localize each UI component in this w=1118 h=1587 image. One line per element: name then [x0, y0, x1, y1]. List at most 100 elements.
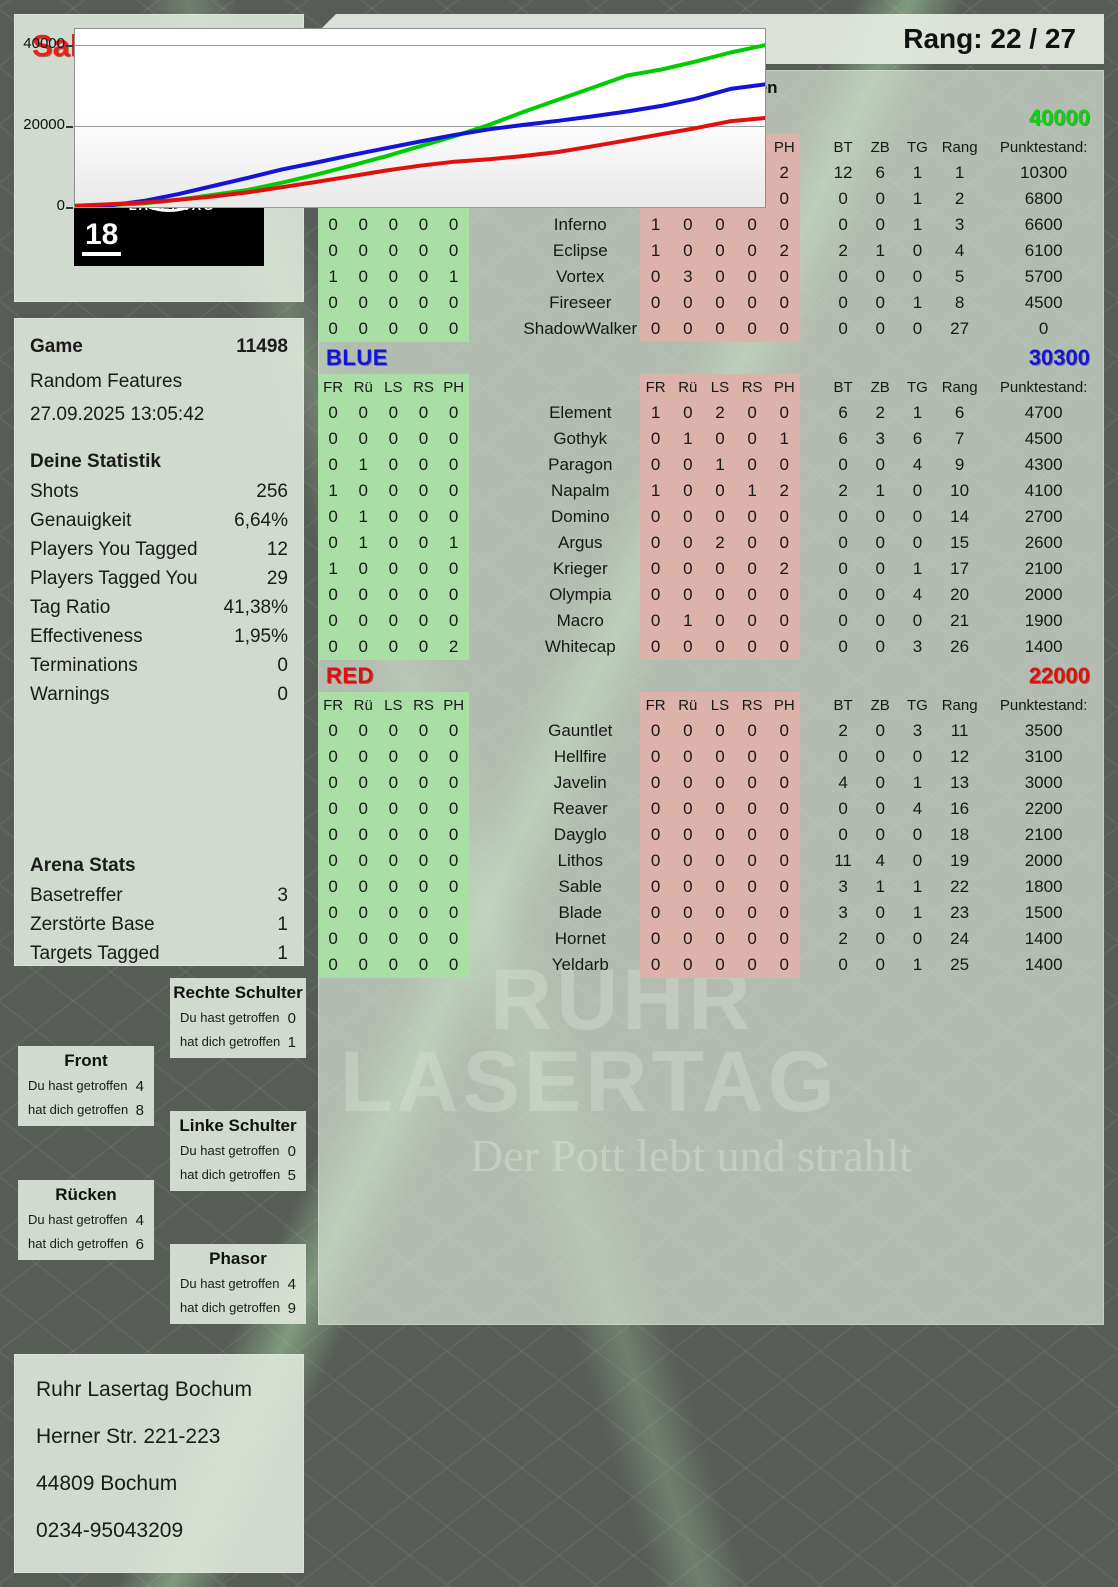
zone-hit-label: Du hast getroffen — [180, 1143, 280, 1158]
cell-taken: 0 — [768, 744, 801, 770]
chart-series-red — [75, 116, 765, 207]
table-row[interactable]: 0 0 0 0 0 Element 1 0 2 0 0 6 2 1 6 4700 — [318, 400, 1104, 426]
team-total-green: 40000 — [1028, 105, 1090, 130]
zone-taken-row: hat dich getroffen 8 — [18, 1095, 154, 1119]
cell-hit: 0 — [408, 530, 439, 556]
zone-phasor: Phasor Du hast getroffen 4 hat dich getr… — [170, 1244, 306, 1324]
cell-zb: 0 — [875, 773, 885, 792]
cell-bt: 2 — [838, 481, 848, 500]
personal-stat-label: Warnings — [30, 684, 110, 705]
cell-hit: 0 — [378, 874, 409, 900]
table-row[interactable]: 0 0 0 0 0 Javelin 0 0 0 0 0 4 0 1 13 3000 — [318, 770, 1104, 796]
cell-points: 1400 — [1024, 955, 1063, 974]
cell-hit: 1 — [318, 264, 349, 290]
table-row[interactable]: 0 0 0 0 0 Olympia 0 0 0 0 0 0 0 4 20 2000 — [318, 582, 1104, 608]
cell-tg: 4 — [912, 585, 923, 604]
cell-taken: 1 — [768, 426, 801, 452]
cell-spacer — [469, 770, 521, 796]
table-row[interactable]: 0 0 0 0 0 Macro 0 1 0 0 0 0 0 0 21 1900 — [318, 608, 1104, 634]
table-row[interactable]: 0 1 0 0 1 Argus 0 0 2 0 0 0 0 0 15 2600 — [318, 530, 1104, 556]
personal-stat-value: 1,95% — [234, 626, 288, 647]
cell-taken: 2 — [703, 530, 737, 556]
table-row[interactable]: 0 1 0 0 0 Domino 0 0 0 0 0 0 0 0 14 2700 — [318, 504, 1104, 530]
col-header-rang: Rang — [941, 378, 978, 396]
cell-rang: 5 — [954, 267, 965, 286]
cell-player-name: Gothyk — [553, 429, 608, 448]
cell-player-name: Dayglo — [553, 825, 607, 844]
cell-taken: 0 — [736, 504, 769, 530]
cell-spacer — [469, 264, 521, 290]
cell-zb: 4 — [875, 851, 885, 870]
cell-taken: 0 — [639, 822, 672, 848]
cell-hit: 0 — [348, 426, 379, 452]
cell-rang: 2 — [954, 189, 965, 208]
arena-stat-value: 1 — [277, 943, 288, 964]
cell-player-name: Yeldarb — [551, 955, 609, 974]
cell-hit: 0 — [438, 212, 469, 238]
cell-player-name: Whitecap — [544, 637, 616, 656]
cell-taken: 2 — [768, 556, 801, 582]
cell-hit: 0 — [438, 452, 469, 478]
cell-tg: 0 — [912, 851, 923, 870]
table-row[interactable]: 0 0 0 0 0 Dayglo 0 0 0 0 0 0 0 0 18 2100 — [318, 822, 1104, 848]
col-header-hit-ls: LS — [378, 692, 409, 718]
zone-hit-value: 4 — [135, 1078, 144, 1095]
cell-hit: 0 — [318, 822, 349, 848]
cell-taken: 0 — [639, 718, 672, 744]
cell-taken: 0 — [736, 530, 769, 556]
table-row[interactable]: 1 0 0 0 0 Krieger 0 0 0 0 2 0 0 1 17 2100 — [318, 556, 1104, 582]
cell-rang: 17 — [950, 559, 970, 578]
cell-taken: 0 — [736, 556, 769, 582]
table-row[interactable]: 0 0 0 0 0 Sable 0 0 0 0 0 3 1 1 22 1800 — [318, 874, 1104, 900]
cell-points: 2600 — [1024, 533, 1063, 552]
game-row: Game 11498 — [30, 336, 288, 358]
cell-spacer-2 — [800, 926, 824, 952]
cell-hit: 0 — [408, 952, 439, 978]
table-row[interactable]: 0 0 0 0 0 Hornet 0 0 0 0 0 2 0 0 24 1400 — [318, 926, 1104, 952]
table-row[interactable]: 0 0 0 0 0 Inferno 1 0 0 0 0 0 0 1 3 6600 — [318, 212, 1104, 238]
cell-taken: 0 — [703, 770, 737, 796]
table-row[interactable]: 0 0 0 0 0 Eclipse 1 0 0 0 2 2 1 0 4 6100 — [318, 238, 1104, 264]
game-id: 11498 — [236, 336, 288, 357]
table-row[interactable]: 1 0 0 0 0 Napalm 1 0 0 1 2 2 1 0 10 4100 — [318, 478, 1104, 504]
cell-spacer-2 — [800, 316, 824, 342]
cell-zb: 0 — [875, 455, 885, 474]
zone-title: Rechte Schulter — [173, 983, 303, 1002]
cell-hit: 1 — [438, 264, 469, 290]
table-row[interactable]: 0 0 0 0 0 Reaver 0 0 0 0 0 0 0 4 16 2200 — [318, 796, 1104, 822]
table-row[interactable]: 0 0 0 0 0 Yeldarb 0 0 0 0 0 0 0 1 25 1400 — [318, 952, 1104, 978]
cell-taken: 0 — [639, 926, 672, 952]
cell-player-name: Argus — [558, 533, 603, 552]
table-row[interactable]: 1 0 0 0 1 Vortex 0 3 0 0 0 0 0 0 5 5700 — [318, 264, 1104, 290]
table-row[interactable]: 0 0 0 0 2 Whitecap 0 0 0 0 0 0 0 3 26 1400 — [318, 634, 1104, 660]
cell-bt: 11 — [834, 851, 852, 870]
table-row[interactable]: 0 0 0 0 0 Gothyk 0 1 0 0 1 6 3 6 7 4500 — [318, 426, 1104, 452]
table-row[interactable]: 0 0 0 0 0 Hellfire 0 0 0 0 0 0 0 0 12 3100 — [318, 744, 1104, 770]
table-row[interactable]: 0 0 0 0 0 Lithos 0 0 0 0 0 11 4 0 19 2000 — [318, 848, 1104, 874]
cell-taken: 0 — [703, 426, 737, 452]
table-row[interactable]: 0 0 0 0 0 Blade 0 0 0 0 0 3 0 1 23 1500 — [318, 900, 1104, 926]
zone-hit-label: Du hast getroffen — [28, 1212, 128, 1227]
table-row[interactable]: 0 0 0 0 0 ShadowWalker 0 0 0 0 0 0 0 0 27 0 — [318, 316, 1104, 342]
cell-points: 1400 — [1024, 929, 1063, 948]
cell-taken: 0 — [639, 608, 672, 634]
cell-taken: 0 — [768, 926, 801, 952]
cell-taken: 0 — [736, 874, 769, 900]
table-row[interactable]: 0 1 0 0 0 Paragon 0 0 1 0 0 0 0 4 9 4300 — [318, 452, 1104, 478]
cell-hit: 0 — [378, 952, 409, 978]
cell-hit: 0 — [408, 478, 439, 504]
zone-hit-label: Du hast getroffen — [180, 1276, 280, 1291]
table-row[interactable]: 0 0 0 0 0 Gauntlet 0 0 0 0 0 2 0 3 11 3500 — [318, 718, 1104, 744]
team-table-blue: FR Rü LS RS PH FR Rü LS RS PH BT ZB TG Rang Punktestan… — [318, 374, 1104, 660]
cell-hit: 0 — [318, 426, 349, 452]
cell-player-name: Fireseer — [549, 293, 612, 312]
cell-hit: 0 — [408, 848, 439, 874]
cell-rang: 1 — [954, 163, 965, 182]
cell-zb: 1 — [875, 241, 885, 260]
cell-spacer-2 — [800, 796, 824, 822]
col-header-hit-ls: LS — [378, 374, 409, 400]
cell-rang: 20 — [950, 585, 970, 604]
cell-zb: 0 — [875, 637, 885, 656]
zone-front: Front Du hast getroffen 4 hat dich getro… — [18, 1046, 154, 1126]
table-row[interactable]: 0 0 0 0 0 Fireseer 0 0 0 0 0 0 0 1 8 4500 — [318, 290, 1104, 316]
